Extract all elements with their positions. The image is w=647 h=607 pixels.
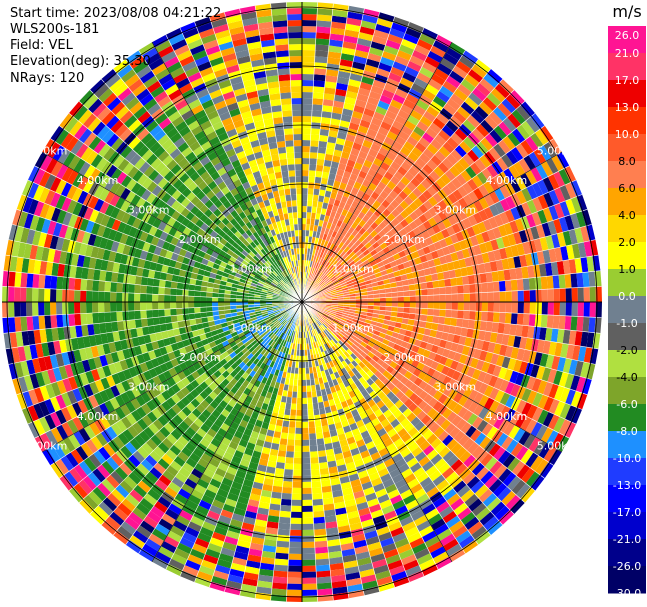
ring-label-5km: 5.00km [26,440,68,453]
ring-label-1km: 1.00km [332,322,374,335]
instrument-label: WLS200s-181 [10,22,100,37]
ring-label-1km: 1.00km [332,263,374,276]
ring-label-3km: 3.00km [128,381,170,394]
ring-label-1km: 1.00km [230,263,272,276]
ring-label-3km: 3.00km [435,381,477,394]
ring-label-5km: 5.00km [537,145,579,158]
velocity-gates [2,2,602,602]
ring-label-2km: 2.00km [179,351,221,364]
ring-label-5km: 5.00km [26,145,68,158]
start-time-label: Start time: 2023/08/08 04:21:22 [10,6,222,21]
ring-label-2km: 2.00km [383,351,425,364]
ring-label-3km: 3.00km [128,204,170,217]
ring-label-4km: 4.00km [77,174,119,187]
ring-label-3km: 3.00km [435,204,477,217]
ring-label-2km: 2.00km [383,233,425,246]
range-ring-labels: 1.00km 1.00km 1.00km 1.00km 2.00km 2.00km 2.00… [26,145,579,453]
ring-label-4km: 4.00km [486,410,528,423]
ring-label-1km: 1.00km [230,322,272,335]
field-label: Field: VEL [10,38,73,53]
elevation-label: Elevation(deg): 35.30 [10,54,151,69]
ring-label-2km: 2.00km [179,233,221,246]
ring-label-4km: 4.00km [486,174,528,187]
ring-label-5km: 5.00km [537,440,579,453]
ring-label-4km: 4.00km [77,410,119,423]
range-ring-overlay [2,2,602,602]
nrays-label: NRays: 120 [10,71,85,86]
